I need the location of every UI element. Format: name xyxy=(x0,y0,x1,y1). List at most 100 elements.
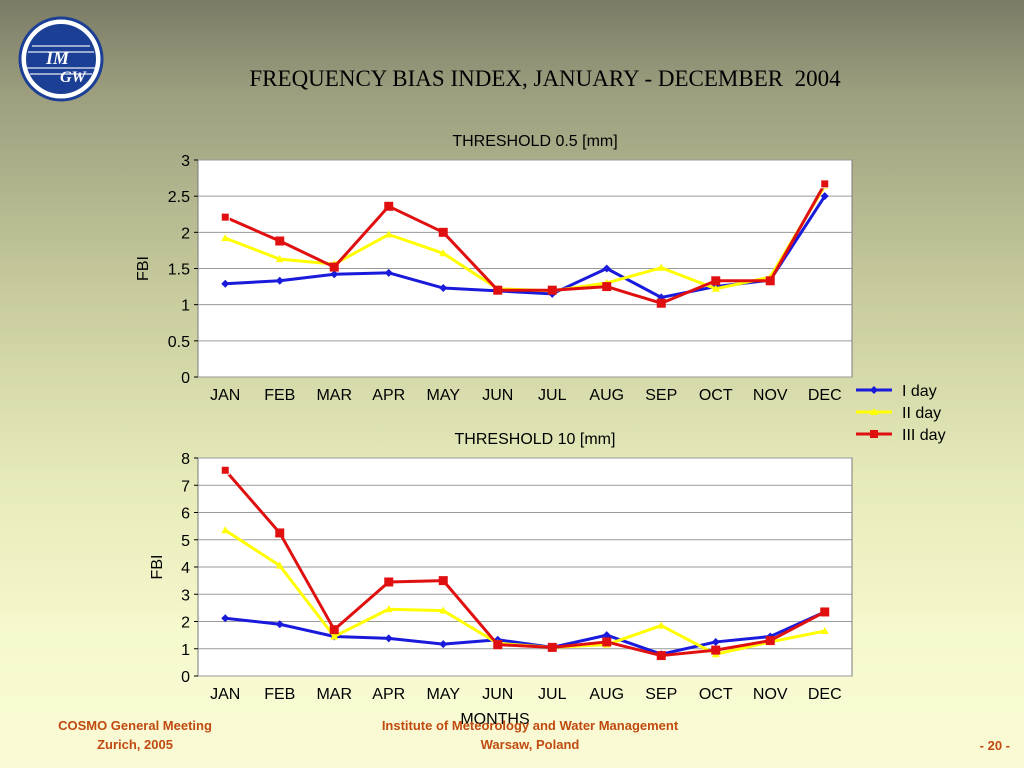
y-tick-label: 1.5 xyxy=(168,262,190,279)
legend-label: II day xyxy=(902,405,941,422)
y-tick-label: 3 xyxy=(181,587,190,604)
x-tick-label: JUN xyxy=(482,387,513,404)
data-point-diamond xyxy=(439,284,448,293)
legend-label: III day xyxy=(902,427,946,444)
series-iii-day xyxy=(220,179,830,308)
x-tick-label: MAY xyxy=(427,686,461,703)
logo-text-im: IM xyxy=(45,48,70,68)
y-tick-label: 5 xyxy=(181,533,190,550)
data-point-square xyxy=(820,607,830,617)
x-tick-label: JAN xyxy=(210,387,240,404)
x-tick-label: AUG xyxy=(589,686,624,703)
y-tick-label: 2 xyxy=(181,225,190,242)
data-point-square xyxy=(275,236,285,246)
footer-institute-place: Warsaw, Poland xyxy=(480,737,580,752)
data-point-diamond xyxy=(384,268,393,277)
series-line xyxy=(224,469,826,658)
data-point-square xyxy=(820,179,830,189)
data-point-diamond xyxy=(820,192,829,201)
x-tick-label: SEP xyxy=(645,686,677,703)
imgw-logo: IM GW xyxy=(18,16,104,102)
chart-panel-2: 0 1 2 3 4 5 6 7 8 JAN FEB MAR APR MAY JUN JUL AUG SEP OCT N… xyxy=(149,431,853,728)
footer-meeting-name: COSMO General Meeting xyxy=(58,718,212,733)
x-tick-label: APR xyxy=(372,387,405,404)
footer-meeting-place: Zurich, 2005 xyxy=(97,737,173,752)
legend: I day II day III day xyxy=(856,383,946,444)
x-tick-label: JUN xyxy=(482,686,513,703)
footer-meeting: COSMO General Meeting Zurich, 2005 xyxy=(40,716,230,754)
data-point-triangle xyxy=(275,255,284,263)
data-point-square xyxy=(220,212,230,222)
y-axis-label: FBI xyxy=(149,555,166,580)
data-point-square xyxy=(493,640,503,650)
data-point-triangle xyxy=(275,561,284,569)
data-point-square xyxy=(656,651,666,661)
x-tick-label: FEB xyxy=(264,686,295,703)
data-point-square xyxy=(711,276,721,286)
legend-label: I day xyxy=(902,383,937,400)
legend-marker-diamond xyxy=(870,386,878,394)
data-point-square xyxy=(329,625,339,635)
data-point-triangle xyxy=(820,627,829,635)
x-tick-label: JAN xyxy=(210,686,240,703)
y-tick-label: 2 xyxy=(181,615,190,632)
x-tick-label: MAY xyxy=(427,387,461,404)
x-tick-label: APR xyxy=(372,686,405,703)
data-point-diamond xyxy=(439,640,448,649)
data-point-diamond xyxy=(602,631,611,640)
data-point-triangle xyxy=(384,230,393,238)
data-point-square xyxy=(602,282,612,292)
x-tick-label: NOV xyxy=(753,387,788,404)
x-tick-label: OCT xyxy=(699,686,733,703)
y-tick-label: 6 xyxy=(181,506,190,523)
data-point-square xyxy=(493,285,503,295)
series-line xyxy=(225,610,826,656)
y-tick-label: 4 xyxy=(181,560,190,577)
x-tick-label: DEC xyxy=(808,686,842,703)
y-tick-label: 8 xyxy=(181,451,190,468)
data-point-triangle xyxy=(657,263,666,271)
data-point-square xyxy=(765,636,775,646)
x-axis-label: MONTHS xyxy=(460,711,529,728)
y-tick-label: 0.5 xyxy=(168,334,190,351)
chart-panel-1: 0 0.5 1 1.5 2 2.5 3 JAN FEB MAR APR MAY JUN JUL AUG SEP… xyxy=(135,133,853,404)
x-tick-label: MAR xyxy=(316,387,352,404)
footer-page-number: - 20 - xyxy=(979,738,1010,753)
series-line xyxy=(224,183,827,305)
x-tick-label: MAR xyxy=(316,686,352,703)
x-tick-label: DEC xyxy=(808,387,842,404)
y-tick-label: 1 xyxy=(181,298,190,315)
y-tick-label: 2.5 xyxy=(168,189,190,206)
footer-institute: Institute of Meteorology and Water Manag… xyxy=(340,716,720,754)
data-point-triangle xyxy=(439,249,448,257)
data-point-square xyxy=(329,262,339,272)
data-point-triangle xyxy=(657,621,666,629)
legend-marker-triangle xyxy=(870,408,878,415)
y-tick-label: 0 xyxy=(181,669,190,686)
page-title: FREQUENCY BIAS INDEX, JANUARY - DECEMBER… xyxy=(249,66,841,91)
data-point-square xyxy=(711,645,721,655)
x-tick-label: OCT xyxy=(699,387,733,404)
data-point-diamond xyxy=(221,614,230,623)
data-point-diamond xyxy=(275,276,284,285)
x-tick-label: NOV xyxy=(753,686,788,703)
data-point-triangle xyxy=(221,526,230,534)
x-tick-label: JUL xyxy=(538,686,567,703)
x-tick-label: AUG xyxy=(589,387,624,404)
data-point-square xyxy=(275,528,285,538)
chart-title: THRESHOLD 0.5 [mm] xyxy=(452,133,617,150)
y-tick-label: 7 xyxy=(181,478,190,495)
data-point-diamond xyxy=(275,620,284,629)
x-tick-label: JUL xyxy=(538,387,567,404)
data-point-square xyxy=(438,227,448,237)
y-axis-label: FBI xyxy=(135,256,152,281)
data-point-triangle xyxy=(384,605,393,613)
data-point-square xyxy=(438,576,448,586)
data-point-square xyxy=(765,276,775,286)
data-point-diamond xyxy=(602,264,611,273)
x-tick-label: FEB xyxy=(264,387,295,404)
data-point-diamond xyxy=(711,637,720,646)
data-point-triangle xyxy=(439,606,448,614)
data-point-diamond xyxy=(221,279,230,288)
